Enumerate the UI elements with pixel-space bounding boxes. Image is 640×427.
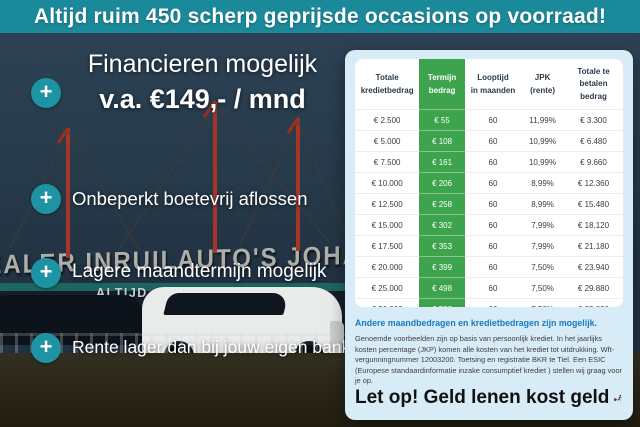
table-row: € 5.000 € 108 60 10,99% € 6.480: [355, 130, 623, 152]
table-cell: 60: [464, 109, 522, 131]
table-cell: € 35.880: [564, 298, 623, 308]
table-cell: 11,99%: [521, 109, 564, 131]
finance-table-wrap: Totale kredietbedrag Termijn bedrag Loopti…: [355, 59, 623, 308]
table-cell: € 10.000: [355, 172, 420, 194]
table-row: € 17.500 € 353 60 7,99% € 21.180: [355, 235, 623, 257]
usp-boetevrij: Onbeperkt boetevrij aflossen: [72, 188, 308, 209]
table-cell: 7,50%: [521, 277, 564, 299]
table-cell: € 23.940: [564, 256, 623, 278]
col-header-totaal: Totale te betalen bedrag: [577, 67, 610, 101]
table-cell: € 15.000: [355, 214, 420, 236]
table-row: € 12.500 € 258 60 8,99% € 15.480: [355, 193, 623, 215]
table-cell: 60: [464, 193, 522, 215]
col-header-jpk: JPK (rente): [530, 73, 555, 95]
usp-financing-line2: v.a. €149,- / mnd: [99, 84, 306, 114]
table-cell: € 3.300: [564, 109, 623, 131]
col-header-termijnbedrag: Termijn bedrag: [419, 59, 465, 110]
table-cell: € 12.500: [355, 193, 420, 215]
table-cell: 60: [464, 151, 522, 173]
table-cell: € 498: [419, 277, 465, 299]
table-cell: 7,99%: [521, 235, 564, 257]
table-cell: € 12.360: [564, 172, 623, 194]
finance-table-body: € 2.500 € 55 60 11,99% € 3.300 € 5.000 €…: [355, 109, 623, 308]
table-cell: 7,50%: [521, 298, 564, 308]
table-cell: 10,99%: [521, 151, 564, 173]
table-row: € 20.000 € 399 60 7,50% € 23.940: [355, 256, 623, 278]
table-cell: € 353: [419, 235, 465, 257]
table-row: € 2.500 € 55 60 11,99% € 3.300: [355, 109, 623, 131]
table-cell: 60: [464, 130, 522, 152]
table-cell: € 258: [419, 193, 465, 215]
plus-icon: +: [31, 333, 61, 363]
table-cell: € 17.500: [355, 235, 420, 257]
banner-text: Altijd ruim 450 scherp geprijsde occasio…: [33, 4, 607, 28]
table-cell: € 7.500: [355, 151, 420, 173]
table-cell: € 399: [419, 256, 465, 278]
table-cell: € 15.480: [564, 193, 623, 215]
plus-icon: +: [31, 184, 61, 214]
suv-windshield: [163, 293, 289, 315]
table-cell: € 2.500: [355, 109, 420, 131]
table-cell: 60: [464, 256, 522, 278]
table-cell: 7,99%: [521, 214, 564, 236]
usp-maandtermijn: Lagere maandtermijn mogelijk: [72, 261, 327, 282]
table-cell: € 598: [419, 298, 465, 308]
table-cell: € 25.000: [355, 277, 420, 299]
table-cell: € 161: [419, 151, 465, 173]
credit-warning: Let op! Geld lenen kost geld: [355, 387, 623, 411]
table-cell: € 30.000: [355, 298, 420, 308]
plus-icon: +: [31, 258, 61, 288]
table-cell: € 302: [419, 214, 465, 236]
credit-warning-text: Let op! Geld lenen kost geld: [355, 387, 610, 408]
other-amounts-note: Andere maandbedragen en kredietbedragen …: [355, 318, 597, 329]
table-row: € 30.000 € 598 60 7,50% € 35.880: [355, 298, 623, 308]
table-cell: 10,99%: [521, 130, 564, 152]
table-row: € 7.500 € 161 60 10,99% € 9.660: [355, 151, 623, 173]
table-cell: 60: [464, 172, 522, 194]
table-cell: € 5.000: [355, 130, 420, 152]
table-row: € 15.000 € 302 60 7,99% € 18.120: [355, 214, 623, 236]
geld-lenen-kost-geld-icon: [614, 395, 622, 401]
table-cell: € 9.660: [564, 151, 623, 173]
suv-grille: [330, 321, 344, 345]
top-banner: Altijd ruim 450 scherp geprijsde occasio…: [0, 0, 640, 33]
table-cell: 60: [464, 277, 522, 299]
table-cell: 60: [464, 235, 522, 257]
finance-table: Totale kredietbedrag Termijn bedrag Loopti…: [355, 59, 623, 308]
table-cell: € 55: [419, 109, 465, 131]
financing-card: Totale kredietbedrag Termijn bedrag Loopti…: [345, 50, 633, 420]
dark-car-silhouette: [0, 295, 142, 345]
table-cell: 60: [464, 298, 522, 308]
plus-icon: +: [31, 78, 61, 108]
table-cell: € 29.880: [564, 277, 623, 299]
table-cell: € 18.120: [564, 214, 623, 236]
usp-financing-line1: Financieren mogelijk: [87, 50, 318, 78]
table-row: € 25.000 € 498 60 7,50% € 29.880: [355, 277, 623, 299]
table-cell: € 6.480: [564, 130, 623, 152]
table-row: € 10.000 € 206 60 8,99% € 12.360: [355, 172, 623, 194]
col-header-looptijd: Looptijd in maanden: [470, 73, 516, 95]
credit-fine-print: Genoemde voorbeelden zijn op basis van p…: [355, 334, 623, 386]
usp-rente: Rente lager dan bij jouw eigen bank: [72, 337, 351, 357]
table-cell: 8,99%: [521, 172, 564, 194]
finance-table-header: Totale kredietbedrag Termijn bedrag Loopti…: [355, 59, 623, 110]
table-cell: € 206: [419, 172, 465, 194]
table-cell: € 21.180: [564, 235, 623, 257]
table-cell: 8,99%: [521, 193, 564, 215]
col-header-kredietbedrag: Totale kredietbedrag: [360, 73, 414, 95]
table-cell: € 20.000: [355, 256, 420, 278]
table-cell: 60: [464, 214, 522, 236]
table-cell: 7,50%: [521, 256, 564, 278]
table-cell: € 108: [419, 130, 465, 152]
